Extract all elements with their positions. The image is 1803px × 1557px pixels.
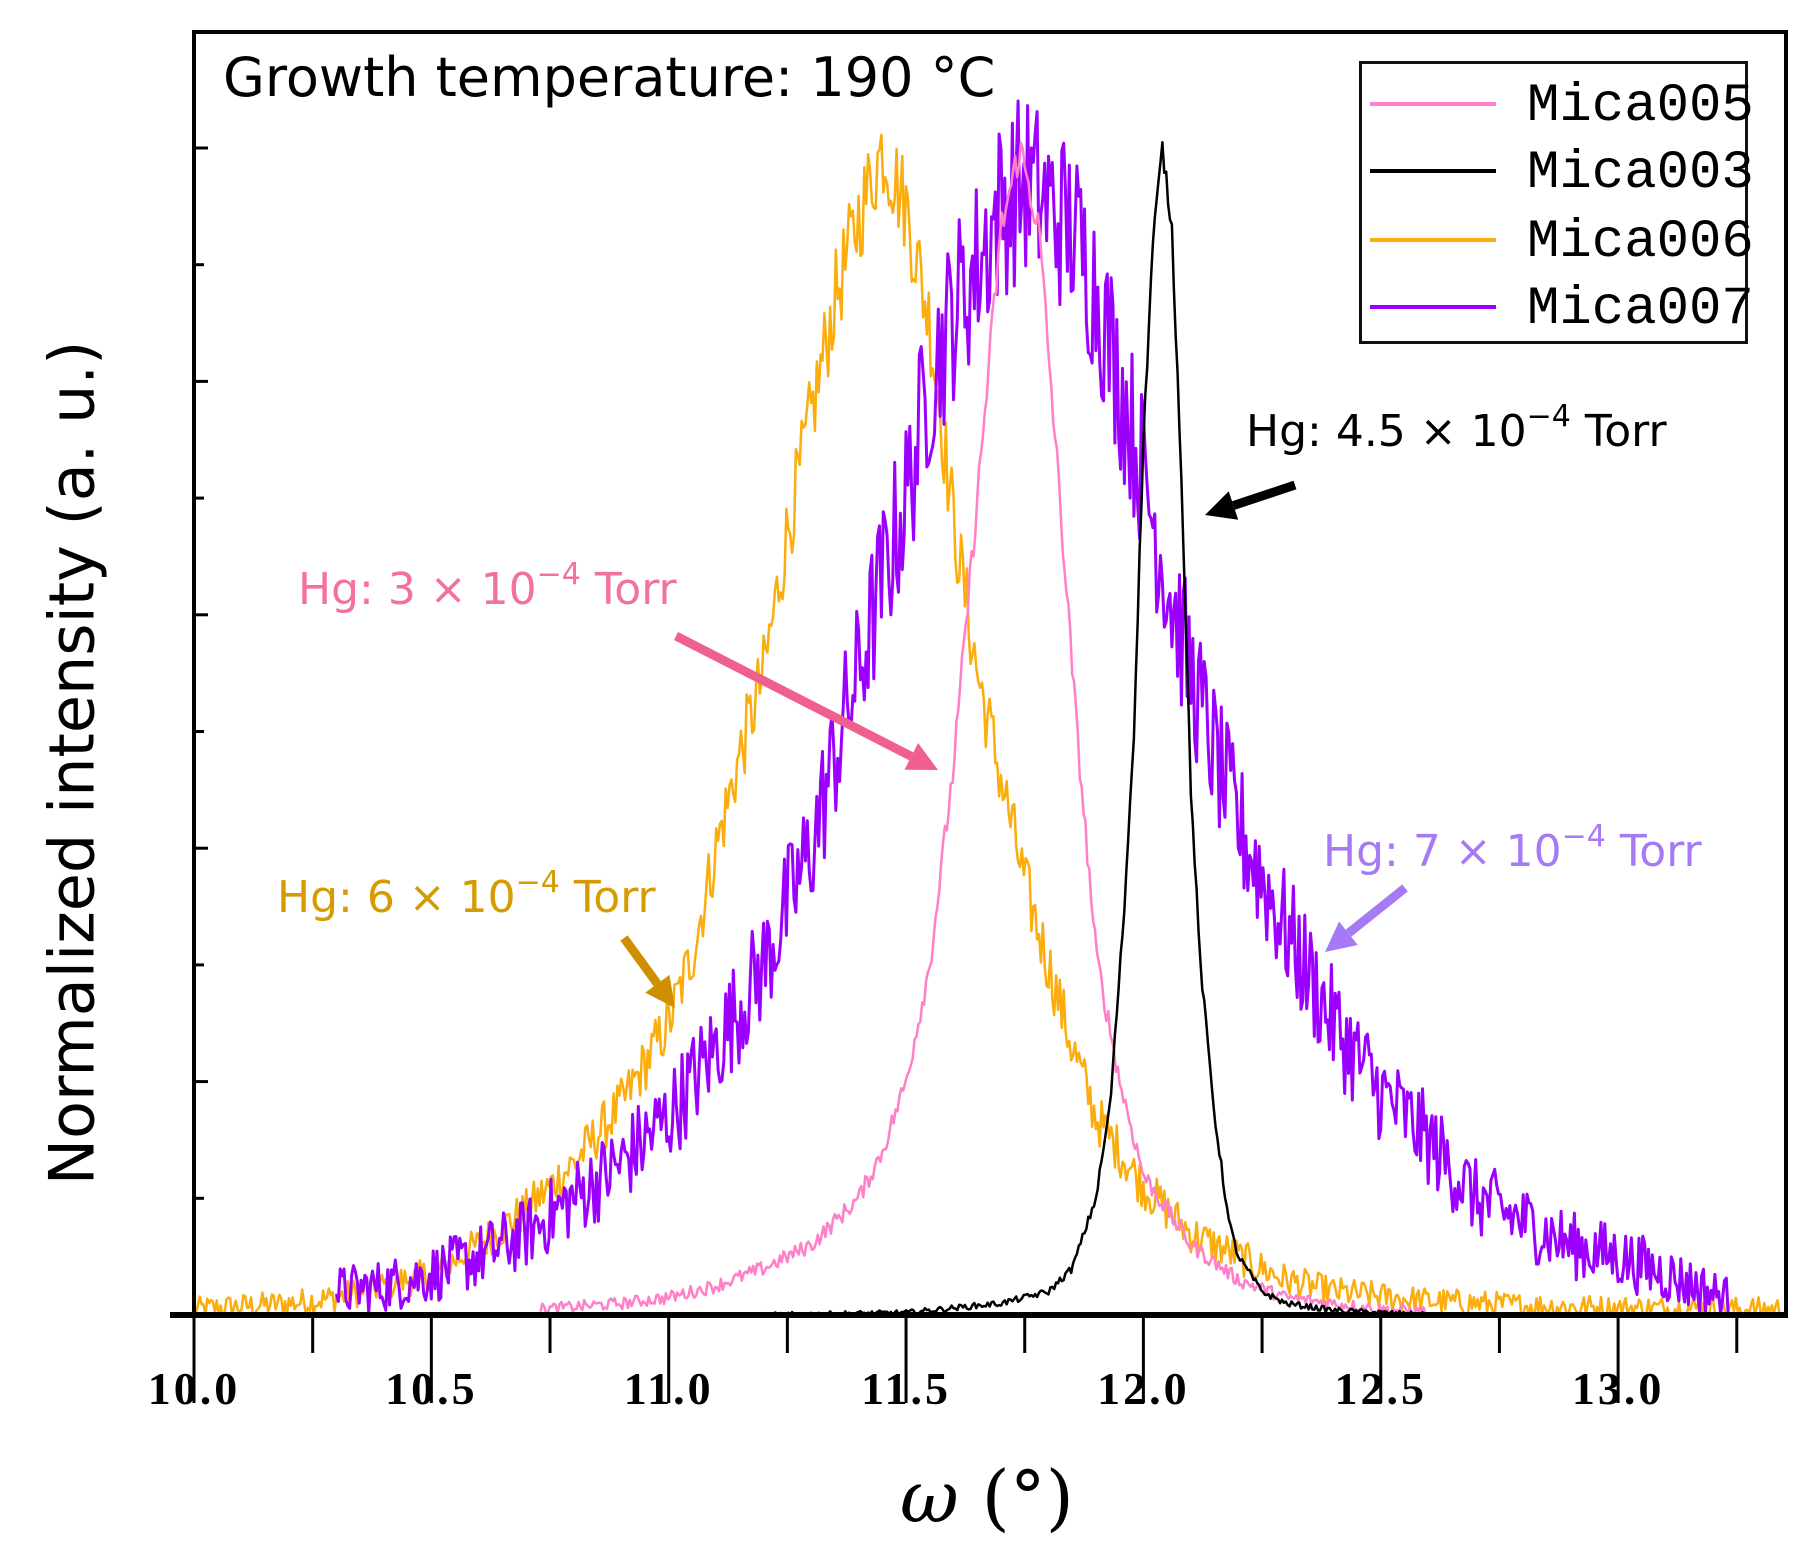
chart-title: Growth temperature: 190 °C [223,46,996,109]
annotation-text: Torr [1605,826,1702,877]
x-tick-label: 12.5 [1334,1363,1427,1414]
arrow-mica006 [620,935,675,1008]
annotation-text: Hg: 6 × 10 [277,872,516,923]
legend-swatch [1370,305,1496,309]
annotation-text: Torr [559,872,656,923]
annotation-exponent: −4 [1561,819,1606,854]
arrow-head [904,742,938,770]
arrow-shaft [1345,884,1408,937]
arrow-head [1205,491,1239,520]
y-axis-label: Normalized intensity (a. u.) [35,340,109,1186]
legend-label: Mica007 [1527,279,1754,340]
annotation-text: Hg: 3 × 10 [298,564,537,615]
x-axis-symbol: ω [900,1455,959,1539]
annotation-mica003: Hg: 4.5 × 10−4 Torr [1246,402,1667,454]
annotation-mica007: Hg: 7 × 10−4 Torr [1323,822,1702,874]
series-line-mica007 [334,99,1736,1317]
annotation-text: Torr [580,564,677,615]
annotation-mica005: Hg: 3 × 10−4 Torr [298,560,677,612]
legend-swatch [1370,102,1496,106]
legend-swatch [1370,169,1496,173]
annotation-text: Torr [1570,406,1667,457]
x-tick-label: 11.5 [861,1363,952,1414]
arrow-shaft [1232,480,1297,510]
annotation-arrows [620,480,1408,1008]
x-tick-label: 12.0 [1097,1363,1190,1414]
x-tick-label: 13.0 [1571,1363,1665,1414]
annotation-text: Hg: 4.5 × 10 [1246,406,1527,457]
legend-label: Mica005 [1527,76,1754,137]
arrow-mica005 [673,631,938,770]
axis-ticks [192,146,1739,1403]
annotation-text: Hg: 7 × 10 [1323,826,1562,877]
legend-item-mica005: Mica005 [1362,74,1754,137]
legend-label: Mica003 [1527,143,1754,204]
arrow-shaft [673,631,914,761]
annotation-exponent: −4 [536,557,581,592]
x-axis-label: ω (°) [900,1455,1074,1539]
legend: Mica005 Mica003 Mica006 Mica007 [1359,61,1754,344]
legend-item-mica006: Mica006 [1362,210,1754,273]
legend-item-mica003: Mica003 [1362,141,1754,204]
arrow-mica007 [1325,884,1408,952]
x-axis-unit: (°) [981,1455,1074,1539]
series-line-mica005 [539,141,1428,1317]
legend-item-mica007: Mica007 [1362,277,1754,340]
annotation-mica006: Hg: 6 × 10−4 Torr [277,868,656,920]
arrow-shaft [620,935,661,987]
legend-swatch [1370,238,1496,242]
arrow-mica003 [1205,480,1297,520]
x-tick-label: 10.0 [147,1363,241,1414]
arrow-head [1325,921,1358,952]
arrow-head [645,974,675,1008]
x-tick-label: 10.5 [385,1363,478,1414]
annotation-exponent: −4 [515,865,560,900]
legend-label: Mica006 [1527,212,1754,273]
annotation-exponent: −4 [1526,399,1571,434]
x-tick-label: 11.0 [623,1363,714,1414]
